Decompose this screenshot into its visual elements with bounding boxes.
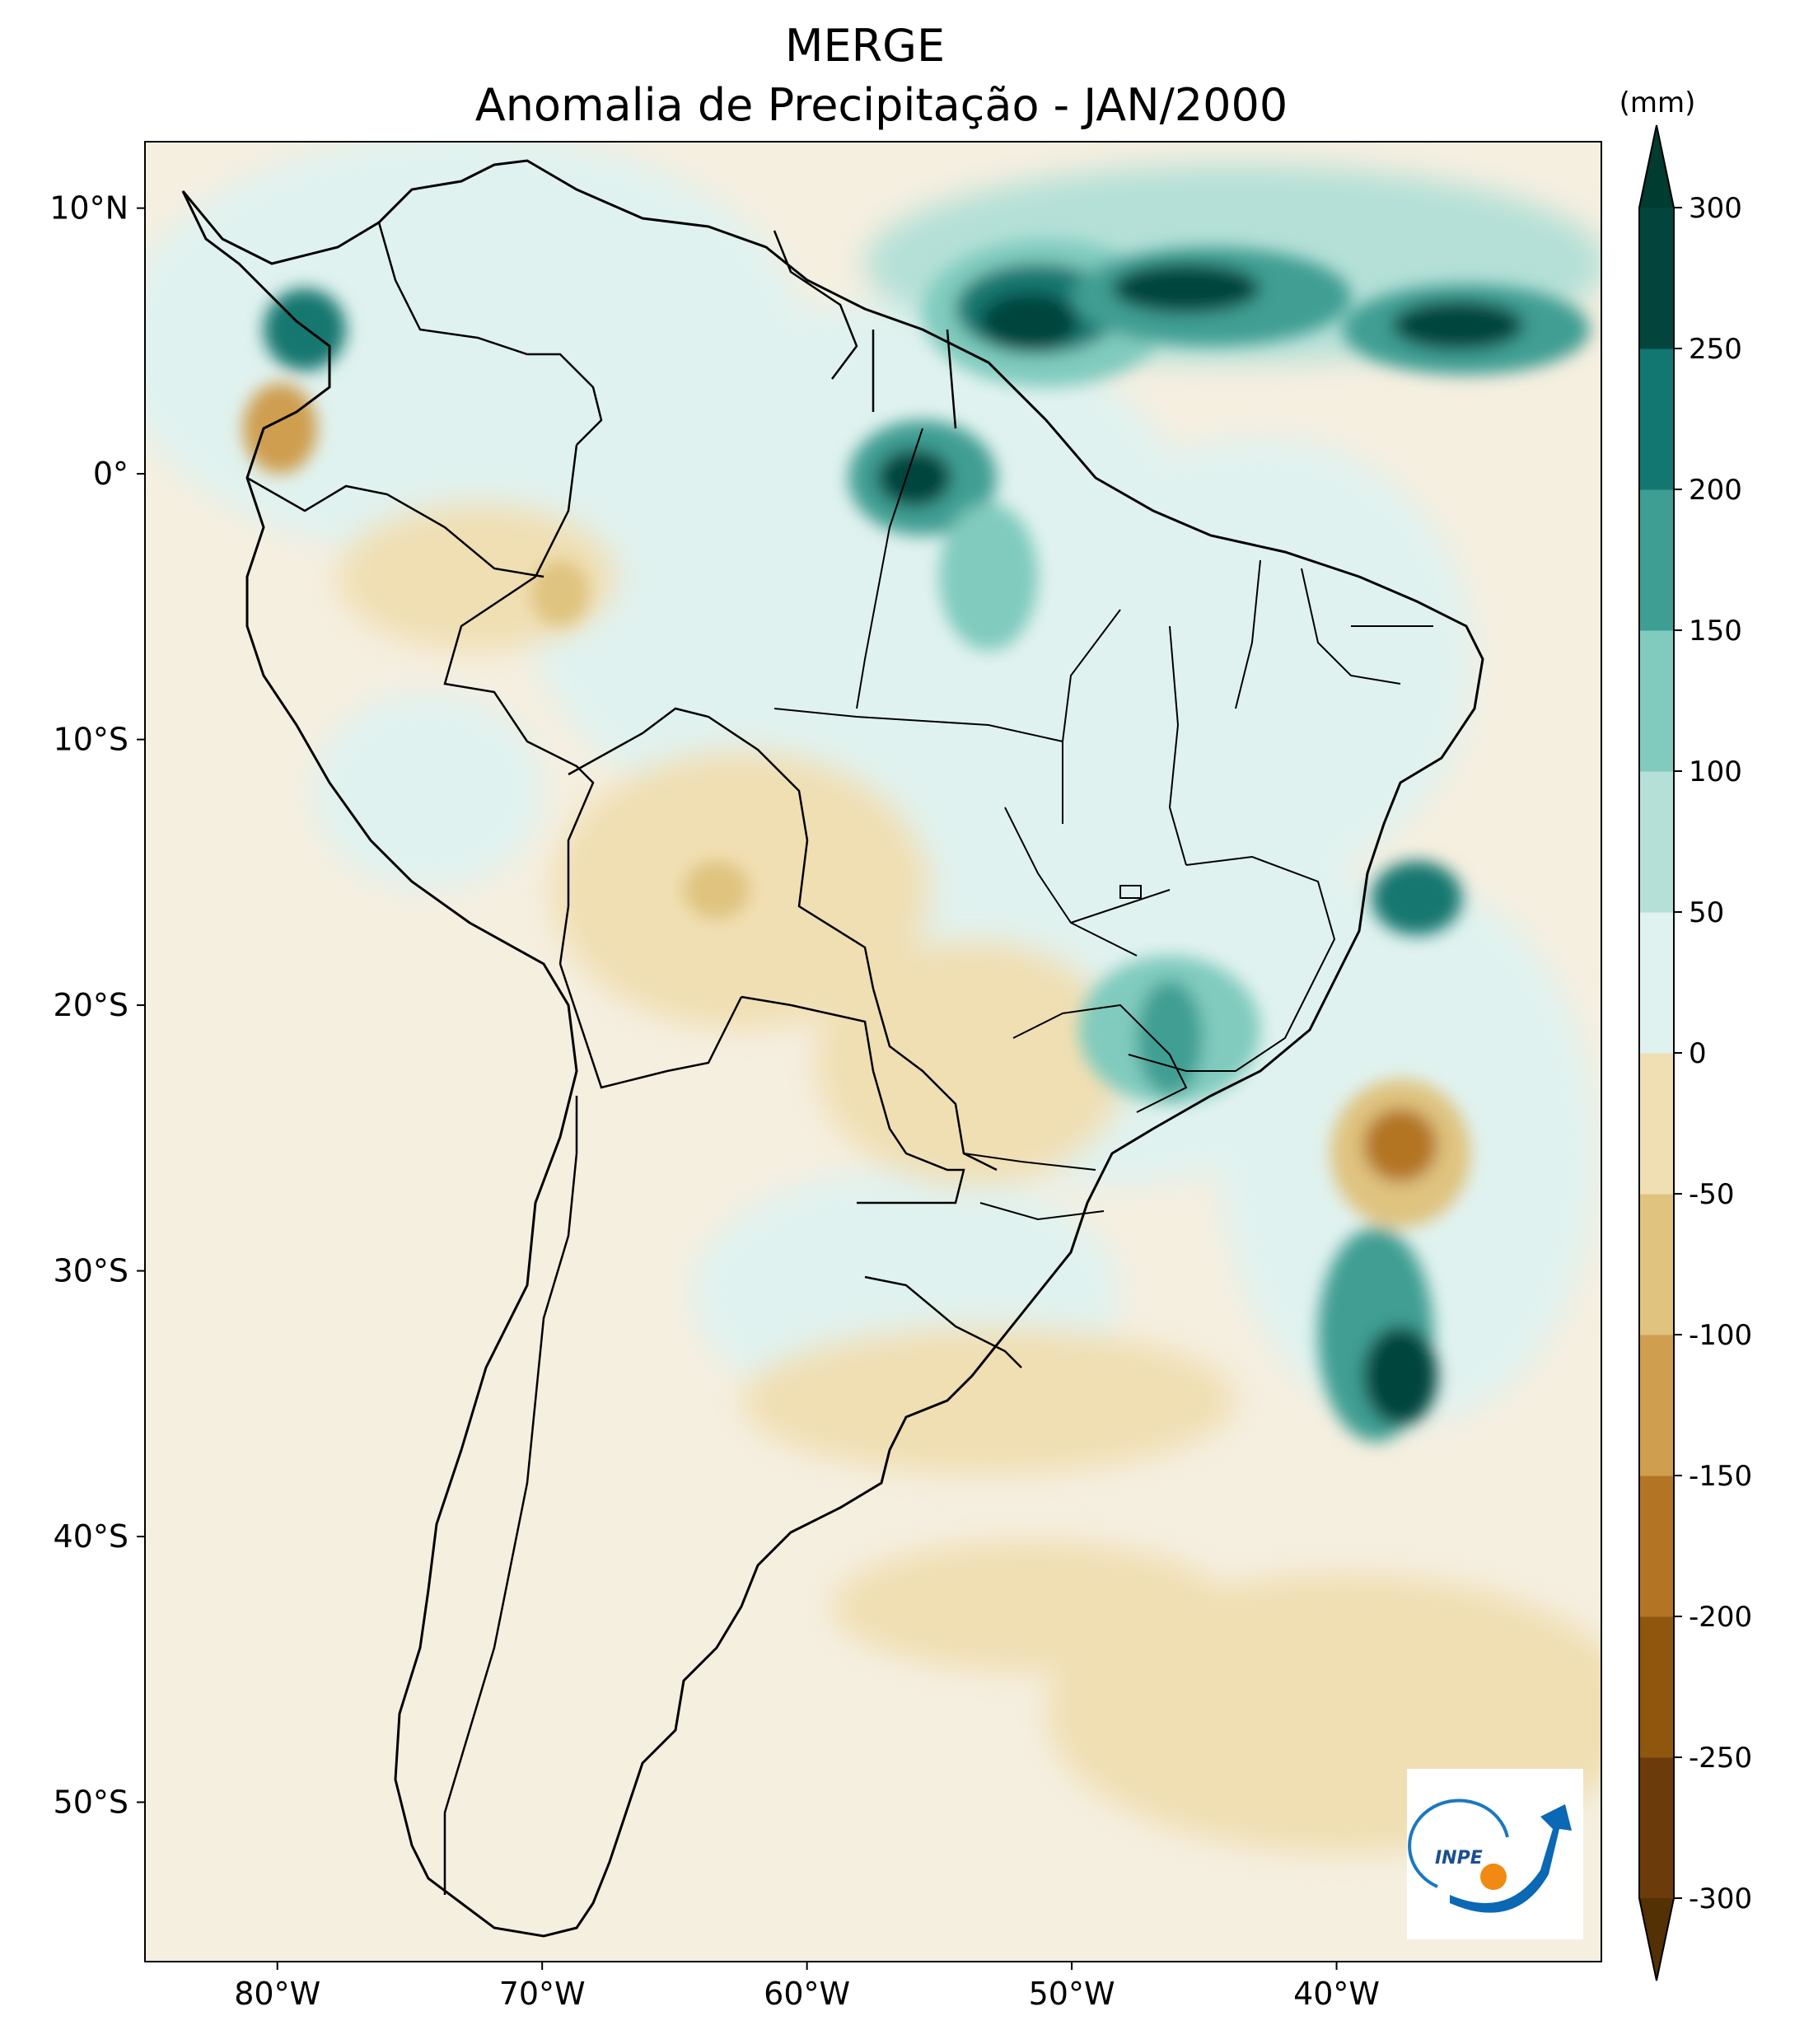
colorbar-bin	[1639, 1476, 1674, 1617]
state-borders	[773, 428, 1433, 1221]
state-border-goias-bahia	[1070, 889, 1171, 924]
x-tick-label: 80°W	[234, 1976, 320, 2012]
colorbar-bin	[1639, 208, 1674, 349]
colorbar-bin	[1639, 348, 1674, 490]
chart-title: MERGE	[785, 20, 945, 72]
border-guianas	[872, 329, 957, 429]
state-border-parana-santa-catarina	[963, 1153, 1105, 1221]
ecuador-dry-core	[243, 383, 317, 474]
border-paraguay-argentina	[741, 995, 965, 1204]
sw-atlantic-dry-max	[1363, 1108, 1437, 1182]
map-frame	[144, 141, 1602, 1962]
colorbar-tick-label: 200	[1689, 474, 1742, 507]
dry-region-uruguay	[741, 1326, 1236, 1475]
colorbar-tick-label: 300	[1689, 192, 1742, 225]
state-border-minas-gerais	[1128, 855, 1336, 1072]
logo-text: INPE	[1435, 1848, 1483, 1869]
sacz-core	[1137, 980, 1203, 1096]
bahia-offshore-core	[1372, 861, 1462, 935]
border-brazil-west	[443, 444, 595, 965]
border-chile-argentina	[443, 1096, 578, 1895]
x-tick-label: 60°W	[764, 1976, 850, 2012]
colorbar-tick-label: -200	[1689, 1601, 1752, 1634]
wet-region-peru	[313, 692, 544, 890]
colorbar-extend-max	[1639, 125, 1674, 208]
state-border-northeast	[1301, 568, 1433, 685]
colorbar-bin	[1639, 1335, 1674, 1476]
state-border-para-tocantins	[1062, 609, 1121, 824]
colorbar-tick-label: 250	[1689, 333, 1742, 366]
colorbar-tick-label: -50	[1689, 1178, 1735, 1211]
itcz-core-central-max	[1112, 264, 1260, 313]
state-border-maranhao-piaui	[1235, 559, 1261, 709]
border-brazil-bolivia	[568, 707, 875, 989]
x-tick-label: 40°W	[1293, 1976, 1380, 2012]
colorbar-tick-label: -250	[1689, 1742, 1752, 1775]
colorbar-tick-label: 150	[1689, 615, 1742, 648]
itcz-core-east-max	[1392, 301, 1524, 350]
x-tick-label: 70°W	[499, 1976, 586, 2012]
state-border-mato-grosso-goias	[1004, 807, 1138, 957]
colorbar-tick-label: 50	[1689, 896, 1724, 929]
x-tick-label: 50°W	[1029, 1976, 1115, 2012]
south-america-coastline	[181, 159, 1484, 1938]
colorbar-tick-label: 0	[1689, 1037, 1707, 1070]
logo-sun-dot	[1480, 1864, 1507, 1890]
y-tick-label: 10°N	[49, 190, 129, 227]
colorbar-unit-label: (mm)	[1619, 87, 1696, 119]
country-borders	[246, 222, 1022, 1895]
map-panel	[145, 142, 1601, 1962]
state-border-tocantins-bahia	[1168, 625, 1187, 866]
y-tick-label: 10°S	[54, 722, 129, 758]
state-border-sao-paulo	[1012, 1003, 1188, 1113]
border-venezuela-guyana	[773, 230, 858, 380]
federal-district	[1119, 885, 1142, 899]
dry-region-mato-grosso-sul	[816, 939, 1129, 1186]
colorbar-tick-label: -300	[1689, 1883, 1752, 1915]
state-border-para-mato-grosso	[773, 708, 1063, 742]
inpe-logo: INPE	[1407, 1769, 1583, 1939]
para-core	[939, 503, 1038, 651]
colorbar-bin	[1639, 771, 1674, 913]
logo-arrow-swoosh	[1450, 1804, 1572, 1913]
y-tick-label: 30°S	[54, 1253, 129, 1289]
colorbar-bin	[1639, 630, 1674, 772]
itcz-core-west-max	[980, 292, 1079, 350]
colorbar-tick-label: -150	[1689, 1460, 1752, 1493]
logo-background	[1407, 1769, 1583, 1939]
x-axis: 80°W 70°W 60°W 50°W 40°W	[234, 1962, 1380, 2012]
colorbar-bin	[1639, 1616, 1674, 1758]
colorbar-bin	[1639, 1053, 1674, 1195]
colorbar-bin	[1639, 489, 1674, 631]
border-uruguay	[864, 1275, 1022, 1368]
y-tick-label: 50°S	[54, 1784, 129, 1821]
peru-dry-core	[531, 560, 589, 626]
state-border-amazonas-para	[856, 428, 923, 709]
colorbar-bin	[1639, 912, 1674, 1054]
colorbar: (mm) -300 -250 -200 -150 -100 -50 0 50 100 150 200…	[1619, 87, 1752, 1981]
y-axis: 10°N 0° 10°S 20°S 30°S 40°S 50°S	[49, 190, 145, 1821]
sw-atlantic-band-max	[1363, 1326, 1437, 1425]
border-venezuela-colombia	[377, 222, 603, 446]
border-bolivia-argentina	[558, 963, 743, 1089]
anomaly-cores	[243, 239, 1590, 1442]
colorbar-extend-min	[1639, 1898, 1674, 1981]
y-tick-label: 0°	[93, 456, 129, 492]
colorbar-tick-label: 100	[1689, 755, 1742, 788]
y-tick-label: 20°S	[54, 987, 129, 1023]
bolivia-dry-core	[684, 861, 750, 919]
y-tick-label: 40°S	[54, 1518, 129, 1555]
amazon-delta-max	[877, 449, 951, 507]
border-colombia-peru-ecuador	[246, 476, 544, 578]
colorbar-bin	[1639, 1757, 1674, 1899]
border-brazil-paraguay	[872, 988, 998, 1172]
logo-orbit-arc	[1408, 1798, 1509, 1888]
dry-region-patagonia-shelf	[832, 1541, 1227, 1672]
colorbar-tick-label: -100	[1689, 1319, 1752, 1352]
colorbar-bin	[1639, 1194, 1674, 1335]
chart-subtitle: Anomalia de Precipitação - JAN/2000	[475, 79, 1288, 131]
